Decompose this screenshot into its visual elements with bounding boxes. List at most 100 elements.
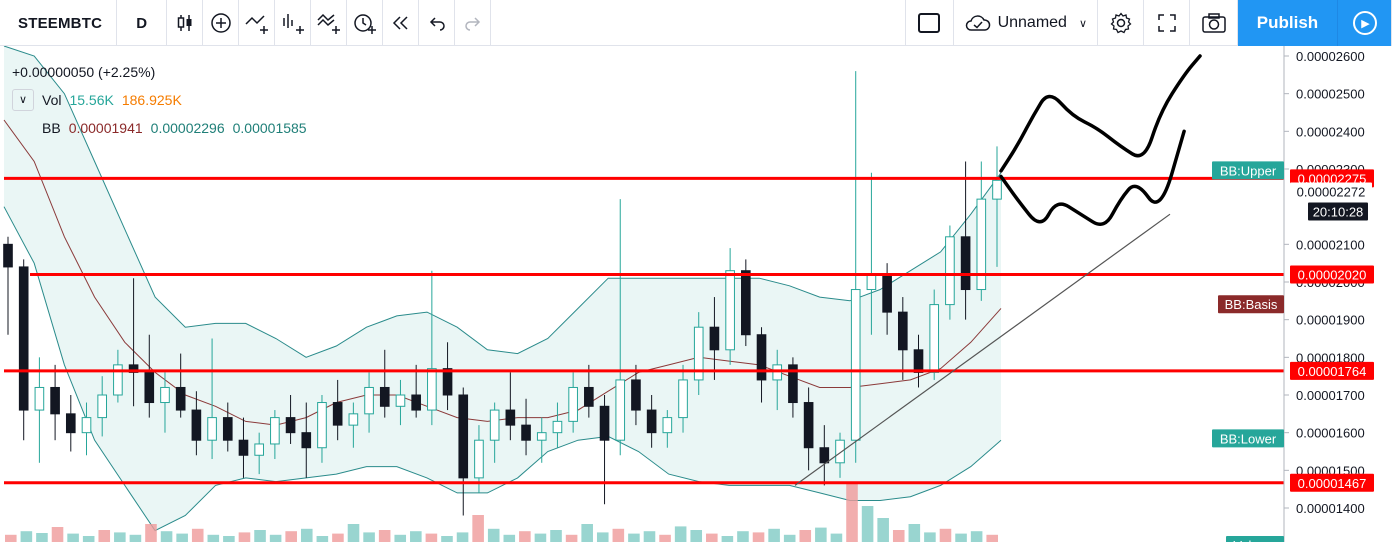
- y-tick-label: 0.00002400: [1296, 124, 1365, 139]
- user-drawings[interactable]: [794, 54, 1202, 486]
- level-price-badge-text: 0.00001467: [1298, 476, 1367, 491]
- volume-bar: [877, 518, 889, 542]
- candle: [615, 199, 626, 456]
- candle: [113, 349, 123, 403]
- fullscreen-square-icon: [918, 13, 941, 33]
- redo-button[interactable]: [455, 0, 492, 46]
- y-tick-label: 0.00001800: [1296, 350, 1365, 365]
- candle: [788, 357, 798, 418]
- candle: [552, 402, 563, 448]
- candle: [599, 395, 610, 505]
- volume-bar: [487, 528, 500, 542]
- level-price-badge-text: 0.00001764: [1298, 364, 1367, 379]
- volume-badge-text: Volume: [1233, 538, 1276, 542]
- indicators-button[interactable]: [311, 0, 348, 46]
- volume-bar: [815, 527, 827, 542]
- volume-bar: [238, 532, 251, 542]
- candle: [458, 387, 469, 516]
- volume-bar: [924, 532, 936, 542]
- volume-bar: [176, 533, 188, 542]
- candle: [521, 398, 531, 456]
- candle: [709, 297, 720, 380]
- candle: [301, 402, 312, 478]
- undo-icon: [429, 17, 445, 31]
- candles-icon: [177, 15, 192, 31]
- volume-bar: [783, 534, 796, 542]
- price-axis[interactable]: 0.000026000.000025000.000024000.00002300…: [1212, 46, 1392, 542]
- bb-upper-badge: BB:Upper: [1212, 161, 1284, 180]
- alert-button[interactable]: [347, 0, 384, 46]
- candle: [207, 338, 217, 460]
- freehand-drawing[interactable]: [999, 129, 1186, 226]
- candle: [913, 334, 924, 388]
- candle: [584, 364, 594, 418]
- y-tick-label: 0.00002500: [1296, 87, 1365, 102]
- fullscreen-square-button[interactable]: [906, 0, 954, 46]
- candle: [693, 312, 704, 395]
- volume-bar: [908, 524, 921, 542]
- price-axis-bg: [1284, 46, 1392, 542]
- candle: [489, 402, 500, 463]
- camera-icon: [1201, 13, 1226, 33]
- horizontal-levels[interactable]: [4, 176, 1284, 485]
- volume-bar: [425, 533, 438, 542]
- bb-basis-badge-text: BB:Basis: [1225, 297, 1278, 312]
- publish-button[interactable]: Publish: [1238, 0, 1338, 46]
- interval-button[interactable]: D: [117, 0, 168, 46]
- settings-button[interactable]: [1098, 0, 1144, 46]
- indicator-compare-button[interactable]: [239, 0, 276, 46]
- volume-bars: [5, 482, 998, 542]
- volume-legend-row: ∨ Vol 15.56K 186.925K: [12, 86, 307, 114]
- volume-bar: [269, 534, 282, 542]
- volume-bar: [612, 528, 625, 542]
- collapse-legend-button[interactable]: ∨: [12, 89, 34, 111]
- bar-style-button[interactable]: [275, 0, 312, 46]
- candle: [65, 395, 76, 452]
- symbol-search-button[interactable]: STEEMBTC: [0, 0, 118, 46]
- candle: [191, 391, 202, 456]
- volume-bar: [51, 527, 64, 542]
- candles: [3, 71, 1002, 516]
- expand-button[interactable]: [1144, 0, 1190, 46]
- replay-button[interactable]: [383, 0, 420, 46]
- freehand-drawing[interactable]: [999, 54, 1202, 173]
- candle: [3, 236, 13, 335]
- bb-upper-badge-text: BB:Upper: [1220, 163, 1277, 178]
- volume-bar: [441, 536, 453, 542]
- trend-line[interactable]: [794, 213, 1171, 486]
- price-chart[interactable]: 0.000026000.000025000.000024000.00002300…: [0, 46, 1392, 542]
- undo-button[interactable]: [419, 0, 456, 46]
- candle: [835, 432, 845, 478]
- volume-bar: [347, 524, 360, 542]
- alert-icon: [353, 14, 376, 34]
- volume-bar: [254, 530, 266, 542]
- candle: [568, 372, 578, 433]
- candle: [803, 387, 814, 471]
- volume-badge: Volume: [1226, 536, 1284, 542]
- volume-bar: [939, 528, 952, 542]
- candle: [332, 379, 343, 441]
- replay-icon: [392, 16, 408, 30]
- volume-bar: [768, 528, 780, 542]
- candle: [81, 402, 92, 456]
- candle: [992, 146, 1002, 267]
- play-button[interactable]: ▶: [1338, 0, 1392, 46]
- countdown-badge: 20:10:28: [1308, 202, 1368, 221]
- current-price-badge-text: 0.00002272: [1297, 185, 1366, 200]
- candle: [317, 395, 327, 463]
- layout-menu-button[interactable]: Unnamed ∨: [954, 0, 1098, 46]
- candle: [270, 410, 280, 460]
- volume-bar: [846, 482, 858, 542]
- volume-bar: [861, 506, 874, 542]
- volume-bar: [223, 536, 235, 542]
- vol-value-1: 15.56K: [69, 92, 114, 108]
- snapshot-button[interactable]: [1190, 0, 1238, 46]
- volume-bar: [191, 528, 204, 542]
- compare-button[interactable]: [203, 0, 240, 46]
- volume-bar: [892, 530, 905, 542]
- volume-bar: [970, 531, 983, 542]
- chart-style-button[interactable]: [167, 0, 204, 46]
- chart-legend: +0.00000050 (+2.25%) ∨ Vol 15.56K 186.92…: [12, 58, 307, 142]
- candle: [850, 71, 861, 463]
- bb-basis-value: 0.00001941: [68, 120, 143, 136]
